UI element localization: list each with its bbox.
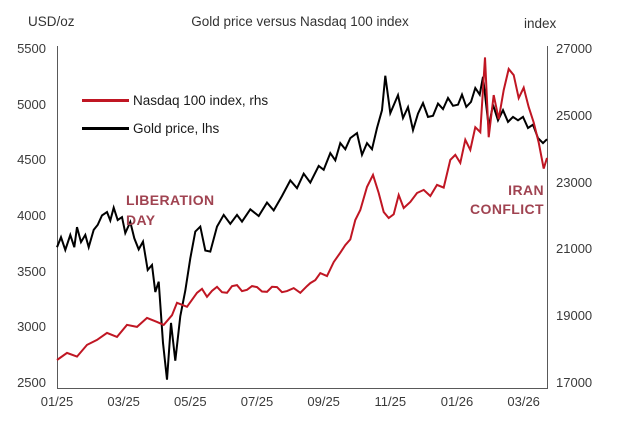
legend: Nasdaq 100 index, rhs Gold price, lhs (82, 92, 268, 148)
annotation-iran-conflict-line1: IRAN (508, 182, 544, 198)
x-axis-tick-label: 07/25 (240, 394, 274, 409)
annotation-liberation-day-line2: DAY (126, 212, 156, 228)
left-axis-tick-label: 4500 (17, 152, 46, 168)
gold-line-swatch-icon (82, 126, 129, 130)
legend-item-gold: Gold price, lhs (82, 120, 268, 136)
annotation-iran-conflict-line2: CONFLICT (470, 201, 544, 217)
x-axis-tick-label: 09/25 (307, 394, 340, 409)
right-axis-unit-label: index (524, 16, 557, 31)
left-axis-tick-label: 3500 (17, 263, 46, 279)
right-axis-tick-label: 21000 (556, 241, 593, 257)
right-axis-tick-label: 19000 (556, 308, 593, 324)
nasdaq-index-line (56, 57, 548, 361)
chart-title: Gold price versus Nasdaq 100 index (191, 14, 409, 29)
right-axis-tick-label: 17000 (556, 375, 593, 390)
x-axis-tick-label: 03/26 (507, 394, 540, 409)
gold-price-line (56, 75, 548, 380)
annotation-liberation-day: LIBERATION DAY (126, 190, 215, 230)
x-axis-tick-label: 11/25 (374, 394, 407, 409)
legend-label-nasdaq: Nasdaq 100 index, rhs (133, 92, 269, 108)
x-axis-tick-label: 05/25 (174, 394, 207, 409)
right-axis-tick-label: 23000 (556, 174, 593, 190)
x-axis-tick-label: 03/25 (107, 394, 140, 409)
annotation-liberation-day-line1: LIBERATION (126, 192, 215, 208)
x-axis-tick-label: 01/26 (440, 394, 474, 409)
left-axis-tick-label: 5500 (17, 41, 46, 56)
left-axis-tick-label: 5000 (17, 96, 46, 112)
x-axis-tick-label: 01/25 (40, 394, 74, 409)
left-axis-unit-label: USD/oz (28, 14, 75, 29)
left-axis-tick-label: 3000 (17, 319, 46, 335)
right-axis-tick-label: 27000 (556, 41, 593, 56)
nasdaq-line-swatch-icon (82, 98, 129, 102)
right-axis-tick-label: 25000 (556, 107, 593, 123)
legend-item-nasdaq: Nasdaq 100 index, rhs (82, 92, 268, 108)
annotation-iran-conflict: IRAN CONFLICT (420, 181, 544, 219)
left-axis-tick-label: 2500 (17, 375, 46, 390)
left-axis-tick-label: 4000 (17, 208, 46, 223)
legend-label-gold: Gold price, lhs (133, 120, 220, 136)
